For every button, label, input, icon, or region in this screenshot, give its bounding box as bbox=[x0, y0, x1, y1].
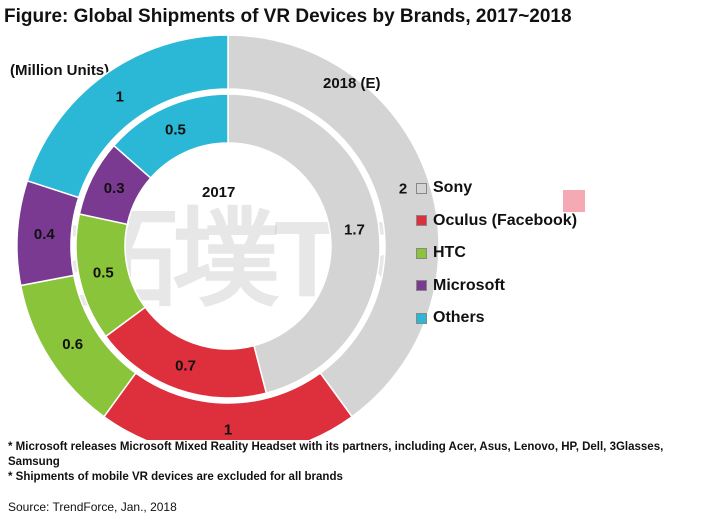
legend-swatch bbox=[416, 247, 427, 259]
inner-slice-sony bbox=[227, 93, 381, 395]
footnotes: * Microsoft releases Microsoft Mixed Rea… bbox=[8, 440, 704, 485]
footnote: * Microsoft releases Microsoft Mixed Rea… bbox=[8, 441, 664, 468]
inner-ring-label: 2017 bbox=[202, 184, 236, 201]
inner-value-label-htc: 0.5 bbox=[93, 264, 114, 281]
inner-value-label-others: 0.5 bbox=[165, 121, 186, 138]
legend-item-oculus: Oculus (Facebook) bbox=[416, 205, 577, 238]
footnote: * Shipments of mobile VR devices are exc… bbox=[8, 471, 343, 483]
legend-label: HTC bbox=[433, 244, 466, 262]
legend-label: Oculus (Facebook) bbox=[433, 211, 578, 229]
legend-swatch bbox=[416, 182, 427, 194]
legend: Sony Oculus (Facebook) HTC Microsoft Oth… bbox=[416, 172, 577, 335]
source-note: Source: TrendForce, Jan., 2018 bbox=[8, 500, 177, 514]
legend-item-htc: HTC bbox=[416, 237, 577, 270]
legend-swatch bbox=[416, 215, 427, 227]
inner-slice-others bbox=[112, 93, 229, 180]
legend-item-microsoft: Microsoft bbox=[416, 270, 577, 303]
legend-swatch bbox=[416, 312, 427, 324]
legend-swatch bbox=[416, 280, 427, 292]
chart-title: Figure: Global Shipments of VR Devices b… bbox=[4, 6, 572, 27]
legend-label: Others bbox=[433, 309, 485, 327]
outer-value-label-microsoft: 0.4 bbox=[34, 226, 56, 243]
legend-item-others: Others bbox=[416, 302, 577, 335]
outer-value-label-others: 1 bbox=[116, 89, 124, 106]
inner-value-label-microsoft: 0.3 bbox=[104, 180, 125, 197]
legend-label: Microsoft bbox=[433, 276, 505, 294]
outer-ring-label: 2018 (E) bbox=[323, 75, 381, 92]
inner-value-label-sony: 1.7 bbox=[344, 221, 365, 238]
doughnut-chart: 1.7 0.7 0.5 0.3 0.5 2 1 0.6 0.4 1 bbox=[16, 34, 440, 440]
unit-label: (Million Units) bbox=[10, 62, 110, 79]
outer-value-label-sony: 2 bbox=[399, 181, 407, 198]
inner-value-label-oculus: 0.7 bbox=[175, 358, 196, 375]
legend-item-sony: Sony bbox=[416, 172, 577, 205]
outer-slice-others bbox=[26, 34, 229, 199]
watermark-mark bbox=[563, 190, 585, 212]
outer-value-label-oculus: 1 bbox=[224, 422, 232, 439]
legend-label: Sony bbox=[433, 179, 473, 197]
outer-slice-sony bbox=[227, 34, 440, 418]
outer-value-label-htc: 0.6 bbox=[62, 336, 83, 353]
